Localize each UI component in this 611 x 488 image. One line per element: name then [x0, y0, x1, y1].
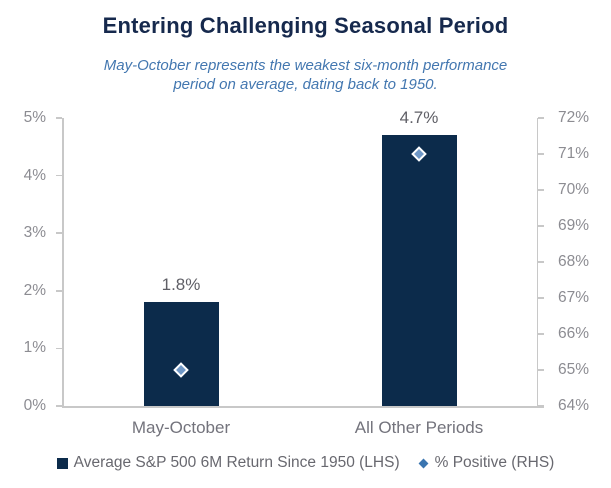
right-axis-tick: [538, 333, 544, 335]
right-axis-tick: [538, 405, 544, 407]
chart-subtitle-line-1: May-October represents the weakest six-m…: [103, 57, 508, 74]
left-axis-tick: [56, 232, 62, 234]
bar-value-label: 4.7%: [399, 108, 439, 128]
legend-item-bar-series: Average S&P 500 6M Return Since 1950 (LH…: [56, 454, 400, 472]
left-axis-tick-label: 1%: [23, 339, 46, 357]
chart-legend: Average S&P 500 6M Return Since 1950 (LH…: [0, 454, 611, 472]
left-axis-tick-label: 5%: [23, 109, 46, 126]
category-label: All Other Periods: [354, 418, 484, 437]
legend-diamond-series-label: % Positive (RHS): [434, 454, 555, 471]
left-axis-tick-label: 0%: [23, 397, 46, 414]
bar-series-swatch-icon: [56, 457, 68, 469]
bottom-axis-line: [62, 406, 544, 408]
left-axis-tick-label: 4%: [23, 166, 46, 184]
right-axis-tick-label: 64%: [558, 397, 590, 414]
right-axis-tick-label: 68%: [558, 253, 590, 270]
right-axis-tick-label: 71%: [558, 145, 590, 162]
chart-subtitle: May-October represents the weakest six-m…: [0, 56, 611, 94]
chart-subtitle-line-2: period on average, dating back to 1950.: [173, 76, 438, 93]
right-axis-tick-label: 66%: [558, 325, 590, 342]
plot-area: 0% 1% 2% 3% 4% 5% 64% 65% 66% 67% 68% 69% 70% 71% 72% 1…: [24, 108, 589, 437]
legend-item-diamond-series: % Positive (RHS): [418, 454, 555, 472]
chart-title: Entering Challenging Seasonal Period: [102, 13, 509, 38]
right-axis-tick-label: 70%: [558, 181, 590, 198]
bar-may-october: [143, 302, 219, 406]
right-axis-tick-label: 69%: [558, 217, 590, 234]
diamond-series-swatch-icon: [418, 458, 429, 468]
left-axis-tick-label: 3%: [23, 224, 46, 242]
bar-all-other-periods: [381, 135, 457, 406]
right-axis-tick: [538, 117, 544, 119]
right-axis-line: [536, 118, 538, 406]
right-axis-tick: [538, 189, 544, 191]
right-axis-tick: [538, 261, 544, 263]
left-axis-tick: [56, 174, 62, 177]
right-axis-tick-label: 72%: [558, 109, 590, 126]
right-axis-tick: [538, 225, 544, 227]
right-axis-tick-label: 65%: [558, 361, 590, 378]
right-axis-tick: [538, 369, 544, 371]
right-axis-tick: [538, 153, 544, 155]
left-axis-tick: [56, 290, 62, 292]
left-axis-tick: [56, 117, 62, 119]
category-label: May-October: [131, 418, 231, 437]
right-axis-tick-label: 67%: [558, 289, 590, 306]
right-axis-tick: [538, 297, 544, 299]
bar-value-label: 1.8%: [161, 275, 201, 295]
legend-bar-series-label: Average S&P 500 6M Return Since 1950 (LH…: [73, 454, 400, 471]
left-axis-tick-label: 2%: [23, 281, 46, 299]
left-axis-tick: [56, 347, 62, 350]
left-axis-line: [62, 118, 64, 406]
left-axis-tick: [56, 405, 62, 407]
